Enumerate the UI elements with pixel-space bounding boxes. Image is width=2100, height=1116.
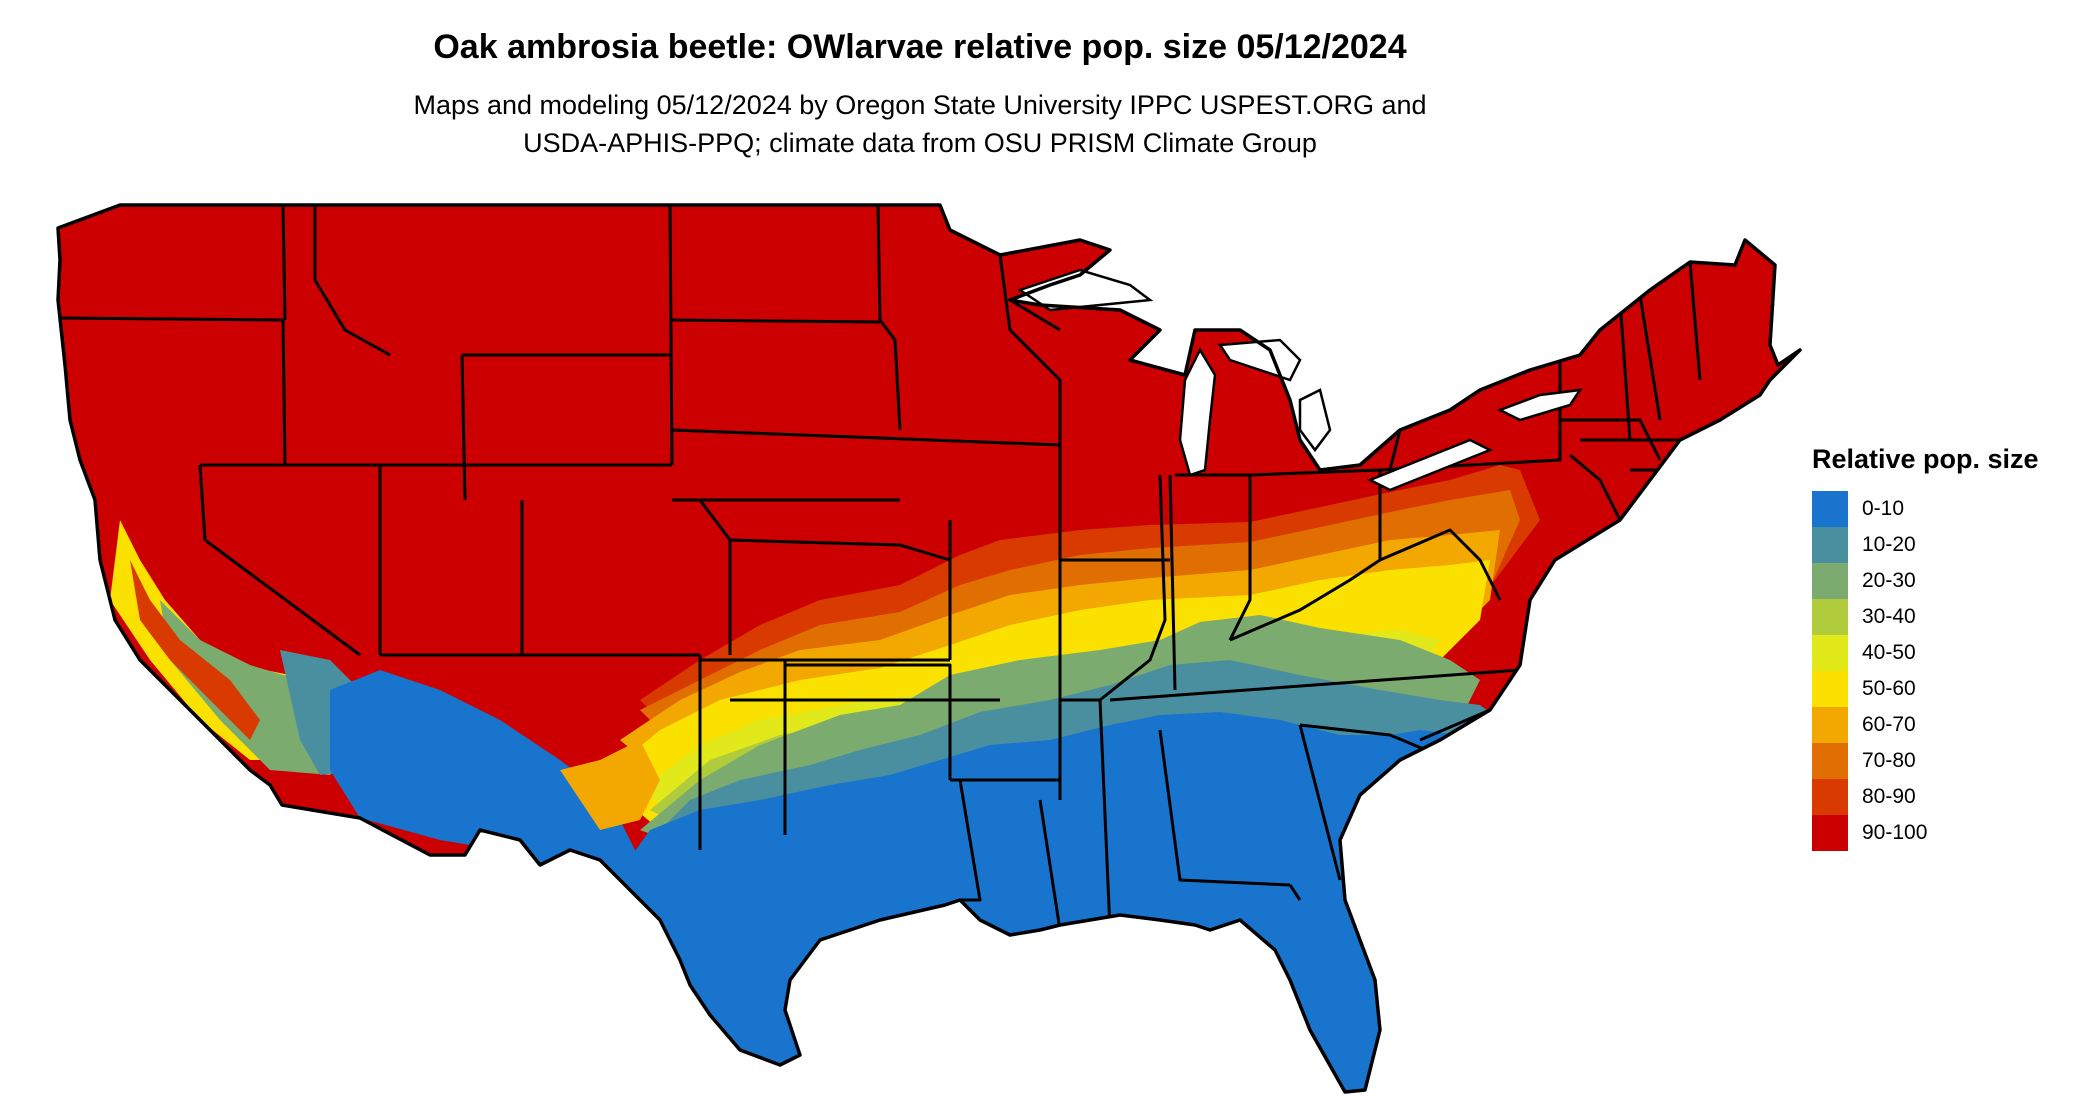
legend-items: 0-10 10-20 20-30 30-40 40-50 50-60 60-70 70-80 8… — [1812, 491, 2039, 851]
legend-swatch — [1812, 563, 1848, 599]
legend-item: 30-40 — [1812, 599, 2039, 635]
legend-swatch — [1812, 671, 1848, 707]
legend-label: 40-50 — [1862, 641, 1916, 664]
legend-item: 90-100 — [1812, 815, 2039, 851]
legend-item: 40-50 — [1812, 635, 2039, 671]
legend-swatch — [1812, 491, 1848, 527]
legend: Relative pop. size 0-10 10-20 20-30 30-40 40… — [1812, 444, 2039, 851]
subtitle-line-1: Maps and modeling 05/12/2024 by Oregon S… — [413, 90, 1427, 120]
legend-title: Relative pop. size — [1812, 444, 2039, 474]
legend-label: 30-40 — [1862, 605, 1916, 628]
legend-swatch — [1812, 779, 1848, 815]
great-lakes — [1017, 268, 1583, 492]
state-boundaries — [58, 205, 1720, 931]
legend-label: 20-30 — [1862, 569, 1916, 592]
legend-swatch — [1812, 635, 1848, 671]
map-subtitle: Maps and modeling 05/12/2024 by Oregon S… — [0, 86, 1840, 162]
legend-item: 70-80 — [1812, 743, 2039, 779]
legend-label: 50-60 — [1862, 677, 1916, 700]
legend-label: 60-70 — [1862, 713, 1916, 736]
map-title: Oak ambrosia beetle: OWlarvae relative p… — [433, 28, 1407, 66]
legend-swatch — [1812, 707, 1848, 743]
legend-item: 10-20 — [1812, 527, 2039, 563]
legend-swatch — [1812, 527, 1848, 563]
legend-item: 60-70 — [1812, 707, 2039, 743]
legend-swatch — [1812, 743, 1848, 779]
legend-swatch — [1812, 815, 1848, 851]
legend-item: 50-60 — [1812, 671, 2039, 707]
legend-label: 80-90 — [1862, 785, 1916, 808]
legend-label: 0-10 — [1862, 497, 1905, 520]
legend-label: 70-80 — [1862, 749, 1916, 772]
legend-item: 80-90 — [1812, 779, 2039, 815]
legend-label: 90-100 — [1862, 821, 1928, 844]
subtitle-line-2: USDA-APHIS-PPQ; climate data from OSU PR… — [523, 128, 1317, 158]
legend-item: 20-30 — [1812, 563, 2039, 599]
legend-label: 10-20 — [1862, 533, 1916, 556]
legend-item: 0-10 — [1812, 491, 2039, 527]
legend-swatch — [1812, 599, 1848, 635]
